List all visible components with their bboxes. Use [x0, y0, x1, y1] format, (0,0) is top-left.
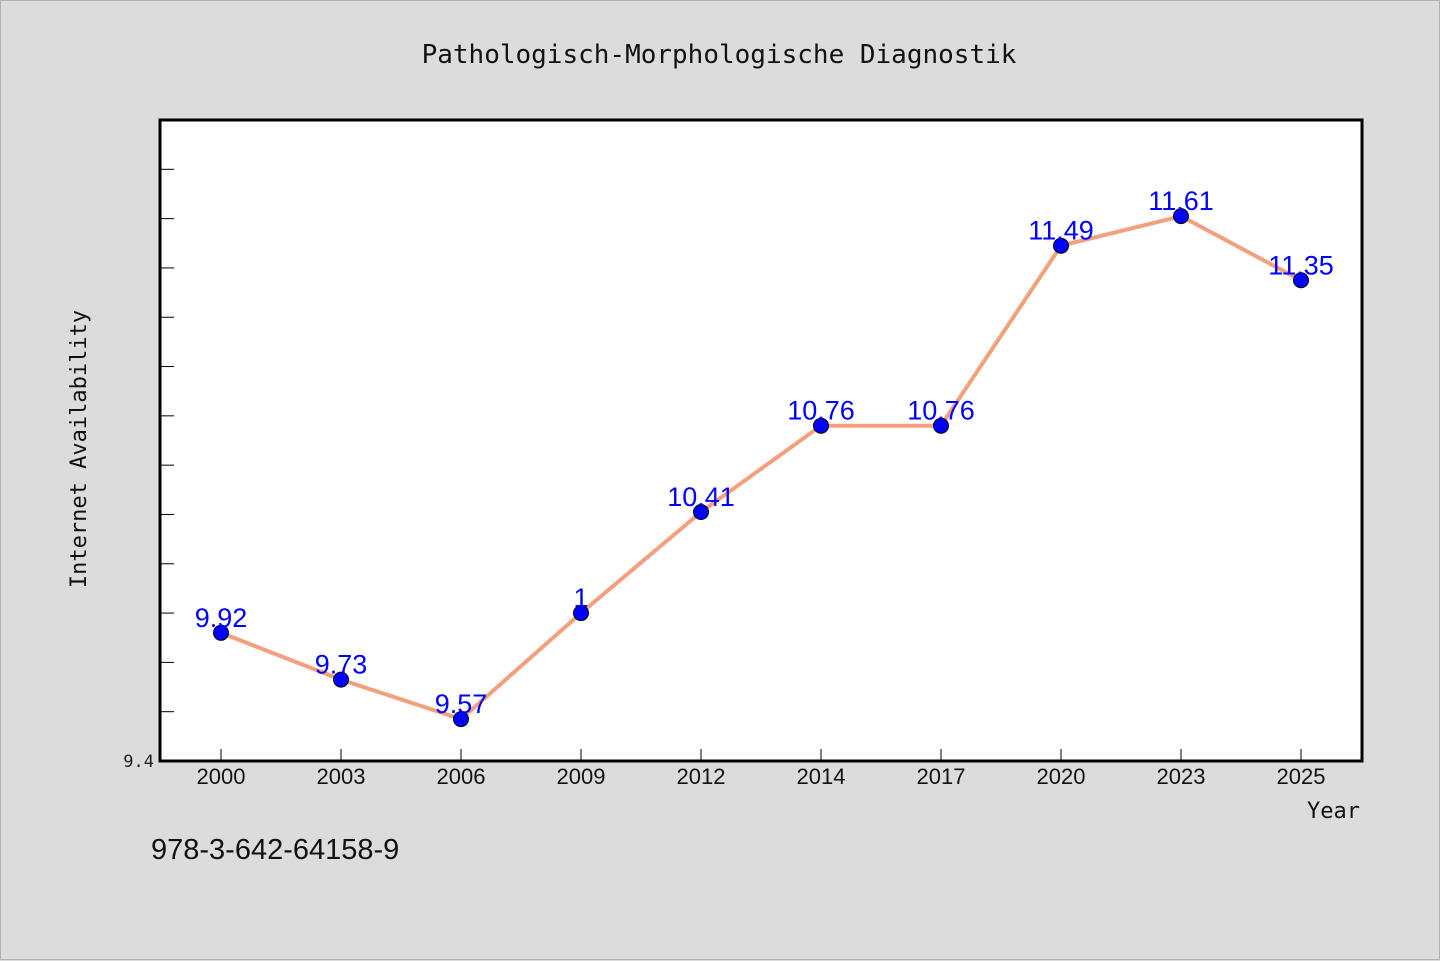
x-axis-label: Year: [1307, 799, 1360, 824]
data-label: 9.73: [315, 650, 368, 680]
x-tick-label: 2009: [557, 764, 606, 789]
x-tick-label: 2012: [677, 764, 726, 789]
series-group: 9.92 9.73 9.57 1 10.41 10.76 10.76 11.49 11.61 11…: [195, 186, 1334, 728]
y-tick-label: 9.4: [123, 752, 154, 772]
data-point: [693, 503, 709, 520]
isbn-text: 978-3-642-64158-9: [151, 834, 400, 866]
data-point: [333, 671, 349, 688]
x-tick-label: 2014: [797, 764, 846, 789]
data-point: [1173, 208, 1189, 225]
x-tick-label: 2003: [317, 764, 366, 789]
data-label: 11.61: [1148, 186, 1214, 216]
data-label: 9.57: [435, 689, 488, 719]
x-tick-label: 2023: [1157, 764, 1206, 789]
x-axis-ticks: 2000 2003 2006 2009 2012 2014 2017 2020 2023 2025: [197, 749, 1326, 789]
data-point: [213, 624, 229, 641]
y-axis-ticks: 9.4: [123, 168, 174, 772]
x-tick-label: 2006: [437, 764, 486, 789]
data-label: 10.76: [787, 396, 855, 426]
data-point: [1293, 272, 1309, 289]
y-axis-label: Internet Availability: [67, 310, 92, 588]
series-line: [220, 214, 1302, 722]
data-point: [573, 605, 589, 622]
chart-title: Pathologisch-Morphologische Diagnostik: [422, 40, 1017, 70]
data-label: 10.41: [667, 482, 735, 512]
data-label: 11.35: [1268, 250, 1334, 280]
data-label: 10.76: [907, 396, 975, 426]
data-label: 11.49: [1028, 216, 1094, 246]
data-point: [933, 417, 949, 434]
data-label: 1: [573, 583, 588, 613]
x-tick-label: 2000: [197, 764, 246, 789]
data-point: [1053, 237, 1069, 254]
data-point: [453, 711, 469, 728]
x-tick-label: 2017: [917, 764, 966, 789]
plot-area: [158, 118, 1364, 763]
x-tick-label: 2020: [1037, 764, 1086, 789]
x-tick-label: 2025: [1277, 764, 1326, 789]
data-point: [813, 417, 829, 434]
data-label: 9.92: [195, 603, 248, 633]
